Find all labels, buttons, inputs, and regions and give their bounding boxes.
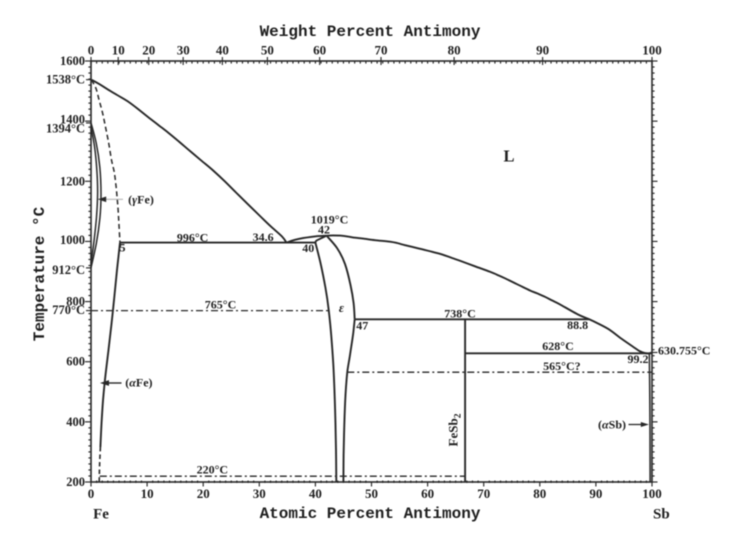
svg-text:100: 100 [642,486,662,501]
svg-text:47: 47 [356,319,368,333]
svg-text:600: 600 [66,355,85,369]
svg-text:(αFe): (αFe) [125,375,152,389]
svg-text:30: 30 [177,43,190,58]
svg-text:1600: 1600 [60,54,85,68]
svg-text:10: 10 [112,43,125,58]
svg-text:765°C: 765°C [205,298,236,312]
svg-text:1538°C: 1538°C [46,73,85,87]
svg-text:70: 70 [477,486,490,501]
svg-text:80: 80 [533,486,546,501]
svg-text:(γFe): (γFe) [128,192,154,206]
svg-text:100: 100 [642,43,662,58]
svg-text:88.8: 88.8 [567,318,588,332]
svg-text:70: 70 [375,43,388,58]
svg-text:Sb: Sb [653,507,670,523]
svg-text:630.755°C: 630.755°C [658,344,710,358]
svg-text:34.6: 34.6 [253,230,274,244]
svg-text:(αSb): (αSb) [598,418,626,432]
svg-text:738°C: 738°C [444,306,475,320]
svg-text:60: 60 [313,43,326,58]
svg-text:800: 800 [66,295,85,309]
svg-text:60: 60 [421,486,434,501]
svg-text:220°C: 220°C [197,463,228,477]
svg-text:0: 0 [88,486,95,501]
svg-text:1394°C: 1394°C [46,122,85,136]
svg-text:1200: 1200 [60,174,85,188]
svg-text:40: 40 [216,43,229,58]
svg-text:996°C: 996°C [177,231,208,245]
svg-text:90: 90 [589,486,602,501]
svg-text:Temperature °C: Temperature °C [31,206,49,341]
svg-text:1400: 1400 [60,113,85,127]
svg-text:1000: 1000 [60,233,85,247]
svg-text:80: 80 [448,43,461,58]
svg-text:770°C: 770°C [52,303,85,317]
svg-text:42: 42 [318,222,330,236]
svg-text:400: 400 [66,415,85,429]
svg-text:99.2: 99.2 [628,352,649,366]
svg-text:Weight Percent Antimony: Weight Percent Antimony [260,23,481,41]
svg-text:30: 30 [253,486,266,501]
svg-text:40: 40 [309,486,322,501]
svg-text:10: 10 [141,486,154,501]
svg-text:40: 40 [302,241,314,255]
svg-text:912°C: 912°C [52,263,85,277]
svg-text:Atomic Percent Antimony: Atomic Percent Antimony [260,505,481,523]
svg-text:20: 20 [197,486,210,501]
svg-text:565°C?: 565°C? [543,359,580,373]
svg-text:5: 5 [120,241,126,255]
svg-text:1019°C: 1019°C [311,213,348,227]
svg-text:628°C: 628°C [542,339,573,353]
svg-text:50: 50 [261,43,274,58]
svg-text:0: 0 [88,43,95,58]
svg-text:200: 200 [66,475,85,489]
svg-text:90: 90 [536,43,549,58]
svg-text:Fe: Fe [93,506,109,522]
svg-text:FeSb2: FeSb2 [446,413,464,446]
svg-text:ε: ε [339,301,345,315]
svg-text:50: 50 [365,486,378,501]
svg-text:L: L [503,147,514,166]
svg-text:20: 20 [142,43,155,58]
